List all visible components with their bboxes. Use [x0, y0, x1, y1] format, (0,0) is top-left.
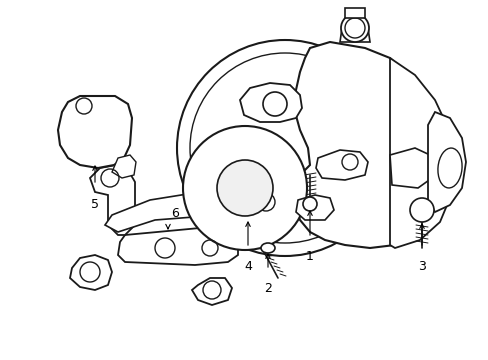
Polygon shape [389, 148, 431, 188]
Text: 3: 3 [417, 260, 425, 273]
Polygon shape [58, 96, 132, 168]
Ellipse shape [261, 243, 274, 253]
Polygon shape [389, 58, 454, 248]
Polygon shape [345, 8, 364, 18]
Polygon shape [112, 155, 136, 178]
Polygon shape [224, 188, 260, 238]
Polygon shape [192, 278, 231, 305]
Polygon shape [118, 228, 238, 265]
Polygon shape [249, 190, 282, 215]
Text: 2: 2 [264, 282, 271, 295]
Polygon shape [105, 192, 235, 232]
Circle shape [183, 126, 306, 250]
Polygon shape [294, 42, 447, 248]
Polygon shape [295, 195, 333, 220]
Text: 1: 1 [305, 250, 313, 263]
Circle shape [303, 197, 316, 211]
Polygon shape [90, 165, 135, 235]
Polygon shape [315, 150, 367, 180]
Circle shape [409, 198, 433, 222]
Text: 4: 4 [244, 260, 251, 273]
Circle shape [340, 14, 368, 42]
Text: 6: 6 [171, 207, 179, 220]
Circle shape [217, 160, 272, 216]
Polygon shape [427, 112, 465, 212]
Polygon shape [70, 255, 112, 290]
Polygon shape [240, 83, 302, 122]
Polygon shape [339, 28, 369, 42]
Text: 5: 5 [91, 198, 99, 211]
